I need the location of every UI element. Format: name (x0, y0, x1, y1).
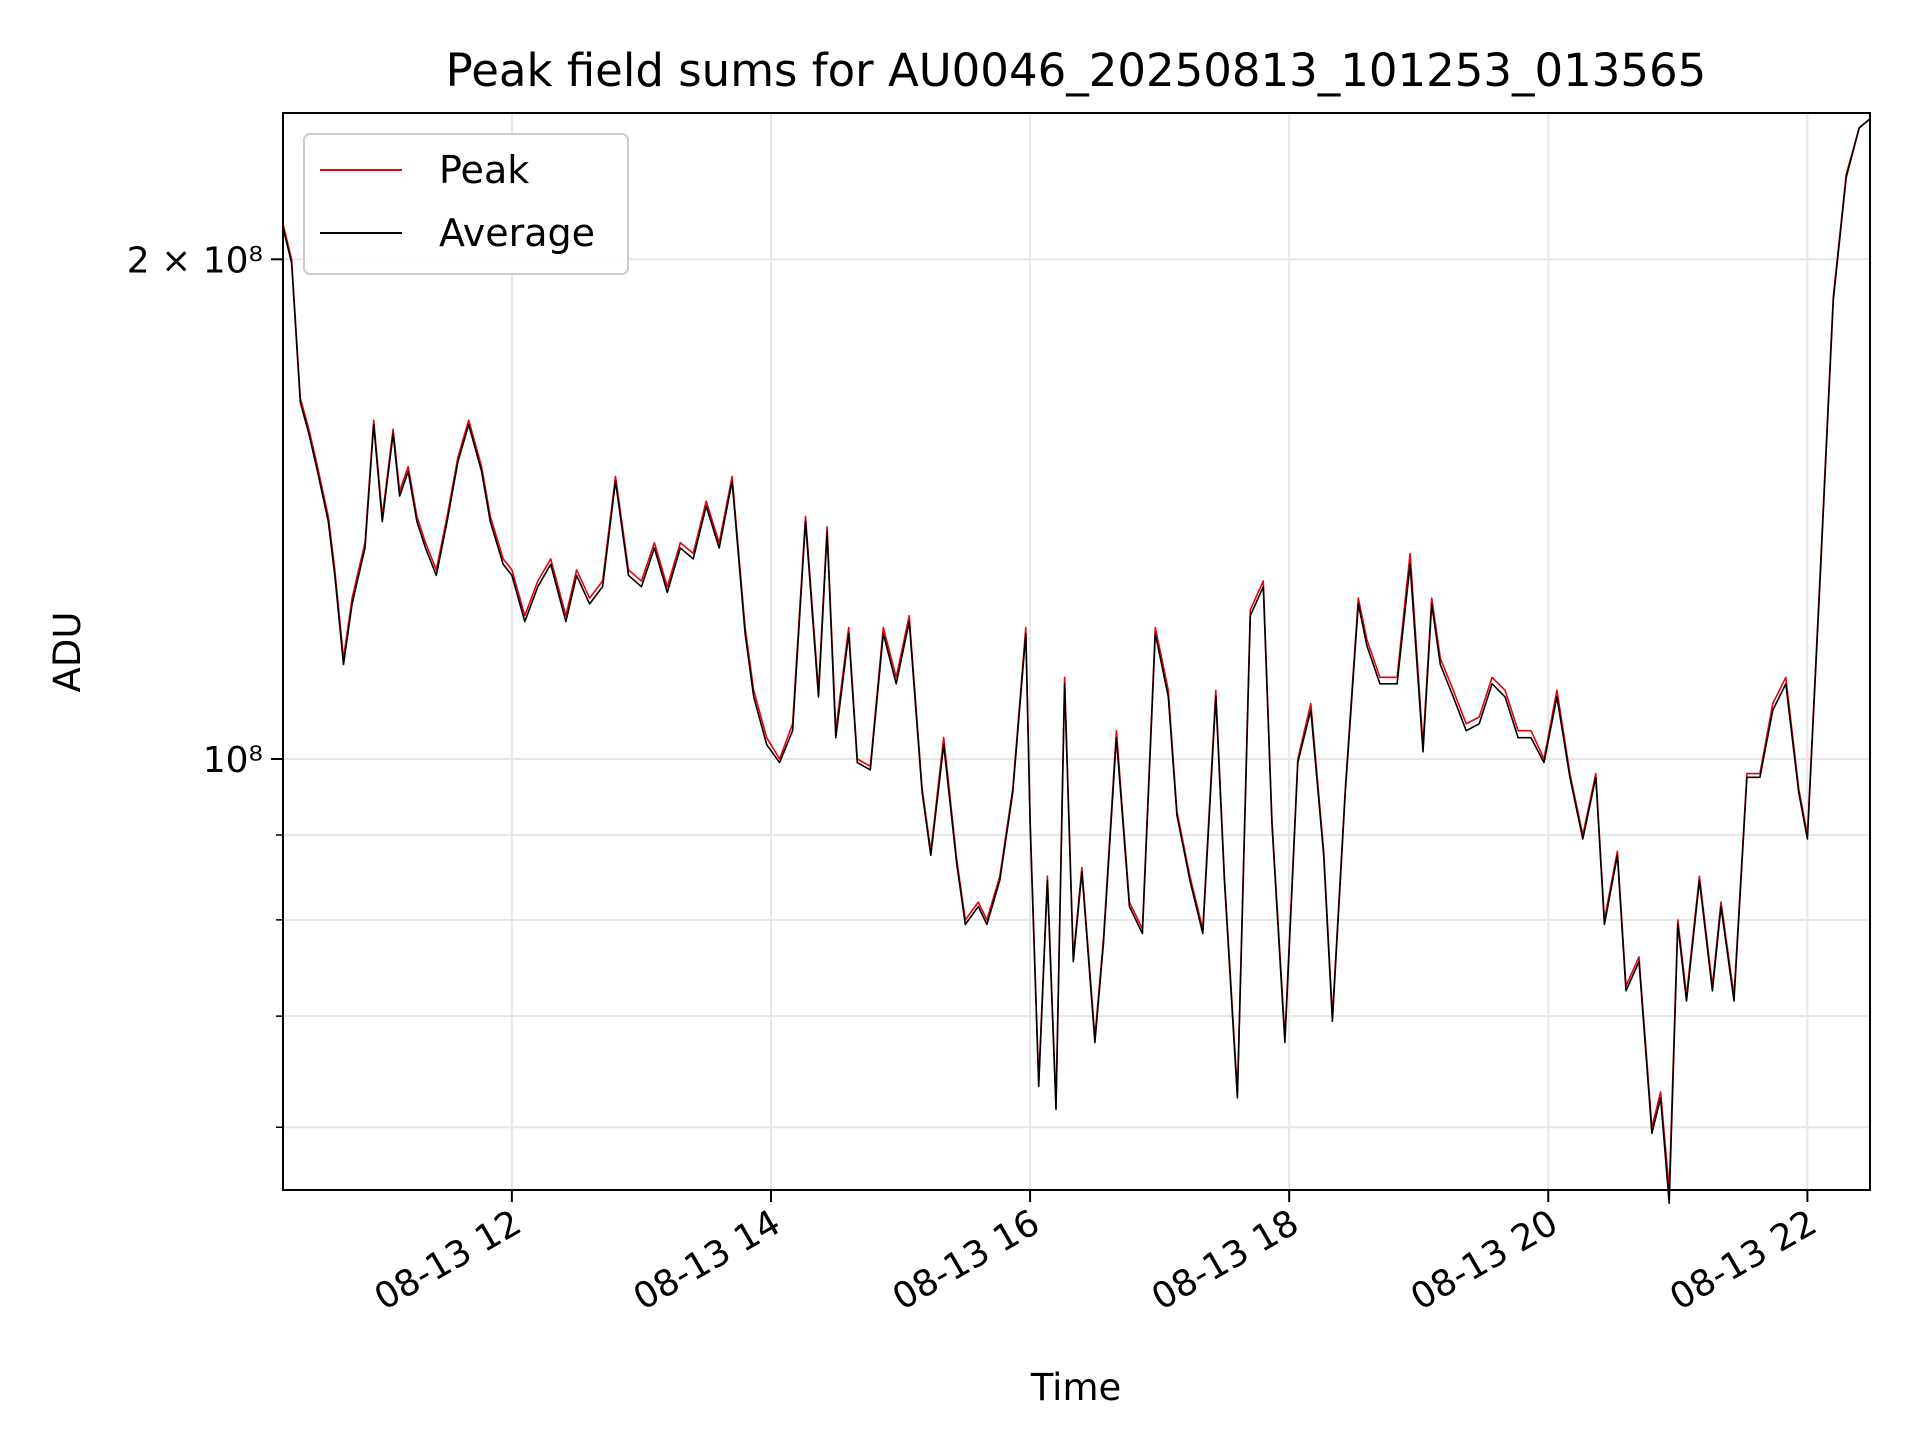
y-tick-label: 2 × 10⁸ (127, 240, 263, 281)
legend: Peak Average (303, 133, 629, 275)
y-axis-label: ADU (46, 612, 89, 693)
plot-lines (282, 118, 1871, 1204)
plot-frame (282, 112, 1871, 1191)
legend-label-average: Average (439, 211, 595, 255)
x-axis-label: Time (1030, 1366, 1122, 1409)
y-axis-ticks: 2 × 10⁸ 10⁸ (127, 240, 283, 1129)
legend-label-peak: Peak (439, 148, 529, 192)
series-line-average (282, 118, 1871, 1204)
chart-title: Peak field sums for AU0046_20250813_1012… (446, 44, 1707, 97)
y-tick-label: 10⁸ (203, 740, 263, 781)
